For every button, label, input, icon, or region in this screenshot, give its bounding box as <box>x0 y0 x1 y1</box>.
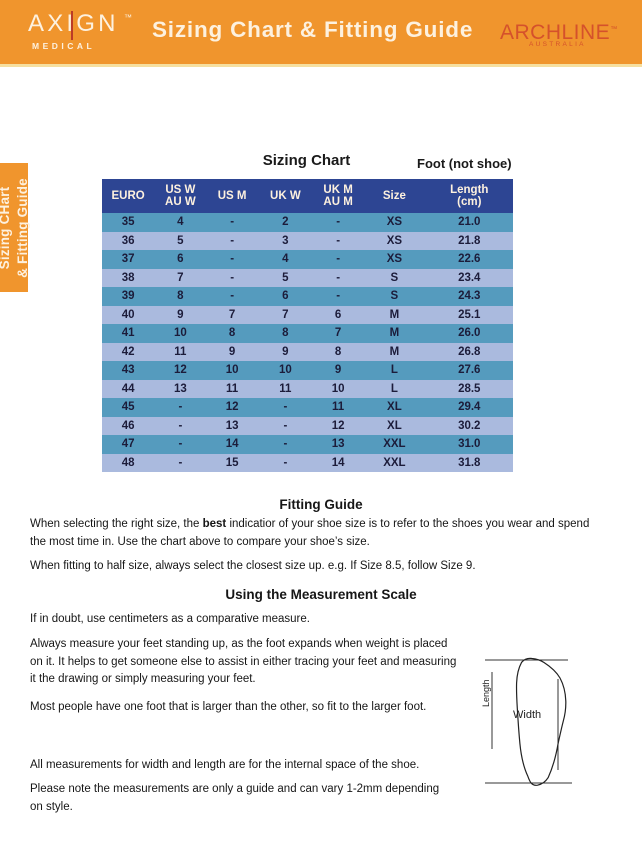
svg-text:Length: Length <box>481 679 491 707</box>
